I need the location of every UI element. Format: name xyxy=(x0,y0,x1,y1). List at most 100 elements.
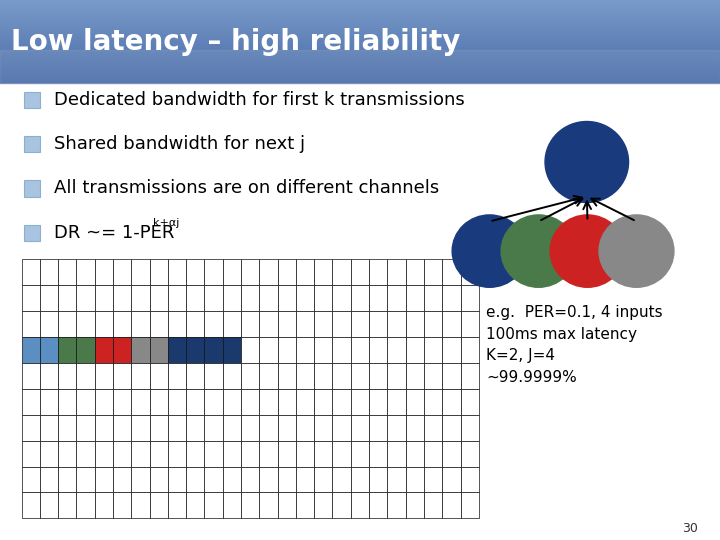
Bar xyxy=(241,415,259,441)
Bar xyxy=(369,441,387,467)
Ellipse shape xyxy=(545,122,629,202)
Bar xyxy=(0,77,720,78)
Bar xyxy=(0,63,720,64)
Bar xyxy=(424,441,442,467)
Bar xyxy=(241,337,259,363)
Bar xyxy=(40,492,58,518)
Bar xyxy=(0,62,720,64)
Bar xyxy=(95,492,113,518)
Bar xyxy=(405,441,424,467)
Bar xyxy=(76,259,95,285)
Bar xyxy=(131,337,150,363)
Bar xyxy=(204,389,222,415)
Bar xyxy=(0,40,720,42)
Bar xyxy=(0,1,720,3)
Bar xyxy=(442,389,461,415)
Bar xyxy=(58,311,76,337)
Bar xyxy=(461,467,479,492)
Bar xyxy=(351,441,369,467)
Bar xyxy=(314,363,333,389)
Bar xyxy=(314,389,333,415)
Bar xyxy=(58,337,76,363)
Bar xyxy=(314,492,333,518)
Text: Low latency – high reliability: Low latency – high reliability xyxy=(11,28,460,56)
Bar xyxy=(461,259,479,285)
Ellipse shape xyxy=(452,215,527,287)
Bar xyxy=(424,389,442,415)
Bar xyxy=(204,311,222,337)
Bar xyxy=(0,36,720,38)
Bar xyxy=(314,441,333,467)
Bar xyxy=(296,311,314,337)
Bar xyxy=(314,259,333,285)
Bar xyxy=(296,259,314,285)
Bar xyxy=(150,337,168,363)
Bar xyxy=(40,441,58,467)
Bar xyxy=(387,311,405,337)
Bar xyxy=(259,492,278,518)
Bar xyxy=(0,32,720,33)
Bar xyxy=(296,389,314,415)
Bar xyxy=(204,492,222,518)
Bar xyxy=(0,62,720,63)
Bar xyxy=(0,50,720,84)
Bar xyxy=(241,363,259,389)
Bar xyxy=(95,467,113,492)
Bar xyxy=(22,492,40,518)
Bar xyxy=(186,311,204,337)
Bar xyxy=(369,363,387,389)
Bar xyxy=(351,363,369,389)
Bar xyxy=(204,363,222,389)
Bar xyxy=(405,337,424,363)
Bar xyxy=(405,285,424,311)
Bar xyxy=(0,10,720,11)
Bar xyxy=(333,311,351,337)
Bar xyxy=(186,259,204,285)
Bar xyxy=(0,13,720,14)
Bar xyxy=(405,259,424,285)
Bar xyxy=(150,259,168,285)
Bar xyxy=(222,311,241,337)
Bar xyxy=(296,363,314,389)
Bar xyxy=(278,389,296,415)
Bar xyxy=(351,415,369,441)
Bar xyxy=(24,180,40,197)
Bar xyxy=(131,363,150,389)
Bar xyxy=(0,7,720,8)
Bar xyxy=(24,225,40,241)
Bar xyxy=(369,389,387,415)
Bar xyxy=(461,441,479,467)
Bar xyxy=(0,15,720,17)
Bar xyxy=(168,311,186,337)
Bar xyxy=(222,259,241,285)
Bar xyxy=(186,285,204,311)
Bar xyxy=(296,492,314,518)
Bar xyxy=(314,337,333,363)
Bar xyxy=(58,492,76,518)
Bar xyxy=(278,311,296,337)
Bar xyxy=(76,337,95,363)
Bar xyxy=(278,415,296,441)
Bar xyxy=(58,363,76,389)
Bar xyxy=(95,259,113,285)
Bar xyxy=(424,259,442,285)
Bar xyxy=(0,57,720,59)
Bar xyxy=(0,56,720,58)
Bar xyxy=(0,21,720,22)
Bar xyxy=(424,311,442,337)
Bar xyxy=(296,285,314,311)
Bar xyxy=(168,337,186,363)
Bar xyxy=(113,363,131,389)
Bar xyxy=(0,84,720,540)
Bar xyxy=(259,363,278,389)
Bar xyxy=(333,363,351,389)
Bar xyxy=(424,467,442,492)
Bar xyxy=(204,259,222,285)
Bar xyxy=(0,49,720,50)
Bar xyxy=(0,30,720,31)
Bar xyxy=(204,467,222,492)
Bar xyxy=(58,467,76,492)
Bar xyxy=(296,337,314,363)
Bar xyxy=(76,415,95,441)
Bar xyxy=(424,337,442,363)
